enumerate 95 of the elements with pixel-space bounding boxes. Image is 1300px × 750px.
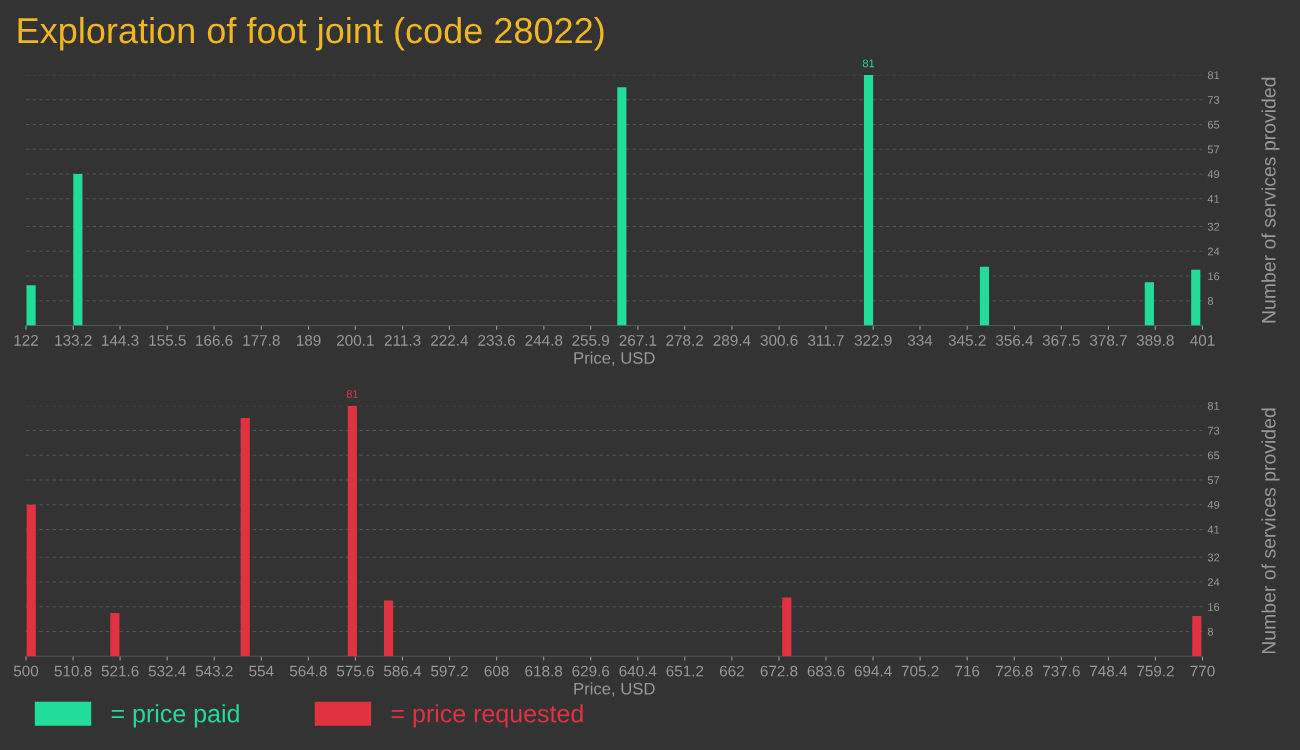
- x-tick-label: 726.8: [995, 665, 1033, 677]
- y-tick-label: 24: [1207, 578, 1220, 587]
- x-tick-label: 597.2: [431, 665, 468, 677]
- y-tick-label: 49: [1207, 500, 1220, 509]
- x-tick-label: 500: [13, 665, 39, 677]
- x-tick-label: 200.1: [336, 334, 374, 346]
- y-tick-label: 24: [1207, 247, 1220, 256]
- y-tick-label: 73: [1207, 426, 1220, 435]
- x-tick-label: 543.2: [195, 665, 233, 677]
- y-axis-title: Number of services provided: [1261, 77, 1280, 323]
- bar: [73, 173, 83, 326]
- x-tick-label: 737.6: [1042, 665, 1080, 677]
- x-tick-label: 233.6: [478, 334, 516, 346]
- x-tick-label: 640.4: [619, 665, 657, 677]
- x-tick-label: 554: [249, 665, 274, 677]
- x-tick-label: 278.2: [666, 334, 704, 346]
- data-label: 81: [862, 59, 875, 68]
- x-tick-label: 122: [14, 334, 38, 346]
- x-tick-label: 334: [907, 334, 933, 346]
- y-tick-label: 41: [1207, 195, 1220, 203]
- x-tick-label: 521.6: [101, 665, 139, 677]
- y-tick-label: 81: [1207, 71, 1220, 80]
- x-tick-label: 759.2: [1137, 665, 1174, 677]
- y-tick-label: 41: [1207, 525, 1220, 534]
- bar: [383, 600, 394, 657]
- y-tick-label: 32: [1207, 222, 1220, 231]
- y-tick-label: 57: [1207, 145, 1220, 154]
- x-tick-label: 345.2: [948, 334, 986, 346]
- x-tick-label: 356.4: [995, 334, 1034, 346]
- x-tick-label: 618.8: [525, 665, 563, 677]
- x-tick-label: 651.2: [666, 665, 704, 677]
- x-tick-label: 155.5: [149, 335, 186, 346]
- y-tick-label: 57: [1207, 476, 1220, 485]
- x-tick-label: 705.2: [901, 665, 939, 677]
- y-tick-label: 16: [1208, 603, 1220, 611]
- x-tick-label: 608: [484, 665, 509, 677]
- x-tick-label: 311.7: [807, 334, 844, 346]
- x-tick-label: 177.8: [243, 334, 280, 346]
- x-tick-label: 564.8: [289, 665, 327, 677]
- y-tick-label: 65: [1207, 451, 1220, 460]
- x-tick-label: 716: [955, 665, 980, 677]
- y-tick-label: 16: [1208, 272, 1220, 281]
- x-tick-label: 255.9: [572, 334, 610, 346]
- x-tick-label: 683.6: [807, 665, 845, 677]
- x-tick-label: 378.7: [1089, 334, 1127, 346]
- x-tick-label: 244.8: [525, 334, 563, 346]
- x-tick-label: 575.6: [336, 665, 374, 677]
- x-tick-label: 770: [1190, 665, 1215, 677]
- bar: [1144, 282, 1154, 326]
- x-tick-label: 586.4: [383, 665, 422, 677]
- legend-label: = price paid: [111, 704, 239, 728]
- bar: [863, 75, 874, 326]
- x-tick-label: 367.5: [1042, 334, 1080, 346]
- x-tick-label: 510.8: [54, 665, 92, 677]
- bar: [26, 285, 36, 326]
- bar: [1191, 269, 1201, 326]
- bar: [617, 87, 627, 326]
- bar: [240, 418, 250, 657]
- data-label: 81: [346, 390, 359, 398]
- y-axis-title: Number of services provided: [1261, 408, 1280, 654]
- x-tick-label: 189: [296, 334, 321, 346]
- x-tick-label: 300.6: [760, 334, 798, 346]
- bar: [979, 266, 990, 326]
- x-axis-title: Price, USD: [574, 682, 655, 697]
- x-tick-label: 322.9: [854, 334, 892, 346]
- x-tick-label: 144.3: [102, 334, 139, 346]
- legend-label: = price requested: [391, 704, 583, 728]
- x-tick-label: 222.4: [431, 334, 469, 346]
- chart-title: Exploration of foot joint (code 28022): [18, 16, 604, 51]
- x-tick-label: 211.3: [384, 334, 421, 346]
- x-tick-label: 401: [1190, 334, 1215, 346]
- x-tick-label: 662: [719, 665, 744, 677]
- x-tick-label: 672.8: [760, 665, 798, 677]
- y-tick-label: 81: [1207, 401, 1220, 410]
- x-tick-label: 629.6: [572, 665, 610, 677]
- x-tick-label: 267.1: [619, 334, 657, 346]
- x-axis-title: Price, USD: [574, 351, 655, 366]
- x-tick-label: 694.4: [854, 665, 892, 677]
- bar: [347, 405, 357, 657]
- bar: [26, 504, 36, 657]
- x-tick-label: 532.4: [148, 665, 186, 677]
- x-tick-label: 133.2: [55, 334, 92, 346]
- x-tick-label: 289.4: [713, 334, 751, 346]
- y-tick-label: 32: [1207, 553, 1220, 562]
- bar: [782, 597, 792, 657]
- y-tick-label: 8: [1207, 297, 1214, 305]
- bar: [1192, 616, 1202, 657]
- x-tick-label: 389.8: [1136, 334, 1174, 346]
- y-tick-label: 65: [1207, 120, 1220, 129]
- y-tick-label: 8: [1207, 627, 1214, 636]
- x-tick-label: 748.4: [1090, 665, 1128, 677]
- y-tick-label: 73: [1207, 96, 1220, 104]
- x-tick-label: 166.6: [196, 334, 233, 346]
- bar: [110, 612, 120, 657]
- y-tick-label: 49: [1207, 170, 1220, 179]
